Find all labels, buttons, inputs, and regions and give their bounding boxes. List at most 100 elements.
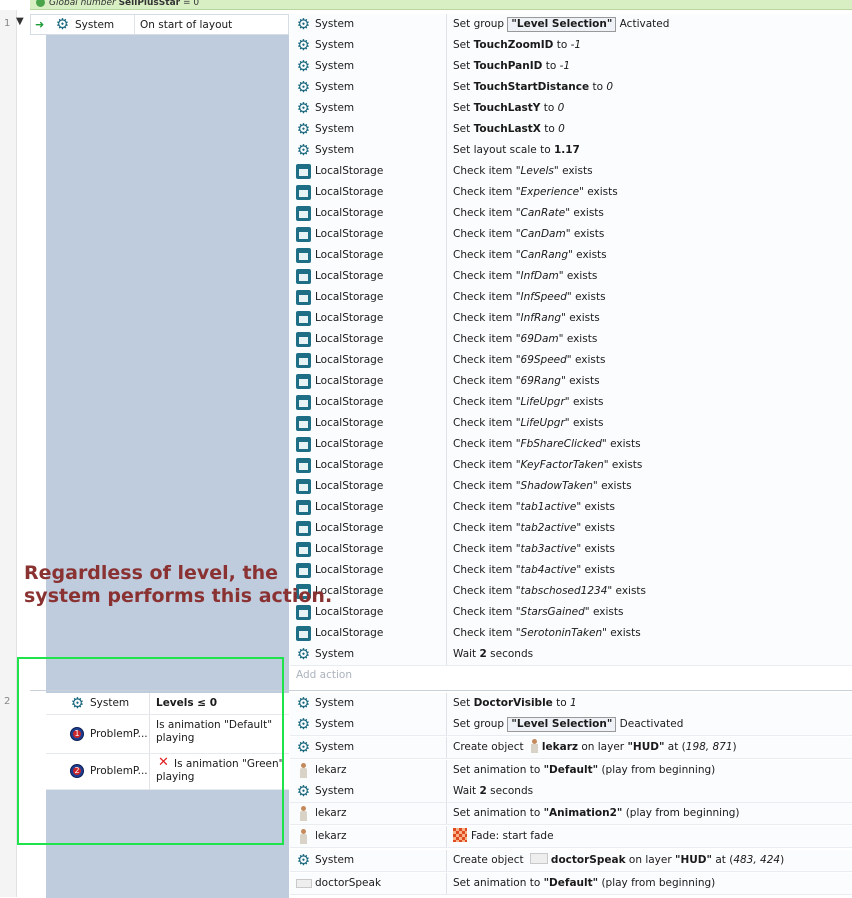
action-object: LocalStorage [315, 417, 384, 429]
action-row[interactable]: ⚙ System Set group "Level Selection" Activ… [290, 14, 852, 36]
action-row[interactable]: ⚙ System Set TouchLastY to 0 [290, 98, 852, 120]
action-row[interactable]: lekarz Fade: start fade [290, 826, 852, 848]
action-row[interactable]: LocalStorage Check item "Levels" exists [290, 161, 852, 183]
action-text-part: "Default" [543, 764, 599, 776]
action-row[interactable]: LocalStorage Check item "69Speed" exists [290, 350, 852, 372]
action-text-part: exists [608, 459, 643, 471]
action-object-cell: LocalStorage [290, 287, 447, 308]
action-text-part: on layer [625, 854, 675, 866]
condition-row[interactable]: ⚙ System Levels ≤ 0 [46, 693, 289, 715]
action-row[interactable]: LocalStorage Check item "InfDam" exists [290, 266, 852, 288]
localstorage-icon [296, 206, 311, 221]
action-row[interactable]: ⚙ System Set TouchStartDistance to 0 [290, 77, 852, 99]
action-row[interactable]: ⚙ System Wait 2 seconds [290, 644, 852, 666]
action-object-cell: lekarz [290, 760, 447, 781]
action-row[interactable]: ⚙ System Create object lekarz on layer "HU… [290, 737, 852, 759]
action-row[interactable]: LocalStorage Check item "69Rang" exists [290, 371, 852, 393]
global-variable-name: SellPlusStar [118, 0, 181, 8]
condition-object: ProblemP... [90, 765, 148, 777]
action-text-part: exists [597, 480, 632, 492]
action-object-cell: ⚙ System [290, 98, 447, 119]
action-row[interactable]: LocalStorage Check item "InfRang" exists [290, 308, 852, 330]
action-row[interactable]: ⚙ System Create object doctorSpeak on laye… [290, 850, 852, 872]
action-row[interactable]: LocalStorage Check item "tab2active" exis… [290, 518, 852, 540]
action-text-part: exists [583, 186, 618, 198]
gear-icon: ⚙ [296, 57, 311, 75]
action-row[interactable]: ⚙ System Set TouchLastX to 0 [290, 119, 852, 141]
event-1[interactable]: ➜ ⚙ System On start of layout ⚙ System Set… [30, 14, 852, 690]
condition-row[interactable]: 2 ProblemP... ✕ Is animation "Green" pla… [46, 754, 289, 790]
action-text-part: Check item [453, 417, 516, 429]
action-row[interactable]: LocalStorage Check item "CanDam" exists [290, 224, 852, 246]
global-variable-prefix: Global number [49, 0, 116, 8]
action-description: Check item "InfDam" exists [453, 266, 597, 287]
event-2[interactable]: ⚙ System Levels ≤ 0 1 ProblemP... Is ani… [30, 690, 852, 898]
action-row[interactable]: lekarz Set animation to "Default" (play f… [290, 760, 852, 782]
action-text-part: 0 [606, 81, 614, 93]
condition-row[interactable]: ➜ ⚙ System On start of layout [30, 14, 289, 35]
action-description: Set animation to "Animation2" (play from… [453, 803, 740, 824]
event-1-condition-area[interactable] [46, 35, 289, 690]
action-row[interactable]: LocalStorage Check item "InfSpeed" exists [290, 287, 852, 309]
global-variable-bar[interactable]: Global number SellPlusStar = 0 [30, 0, 852, 10]
event-2-actions[interactable]: ⚙ System Set DoctorVisible to 1 ⚙ System Set … [290, 693, 852, 898]
action-row[interactable]: LocalStorage Check item "KeyFactorTaken" … [290, 455, 852, 477]
action-row[interactable]: ⚙ System Set group "Level Selection" Deact… [290, 714, 852, 736]
action-text-part: Check item [453, 186, 516, 198]
condition-text: On start of layout [140, 19, 233, 31]
action-row[interactable]: LocalStorage Check item "LifeUpgr" exists [290, 413, 852, 435]
action-row[interactable]: LocalStorage Check item "ShadowTaken" exi… [290, 476, 852, 498]
action-text-part: TouchLastY [473, 102, 541, 114]
action-row[interactable]: ⚙ System Set layout scale to 1.17 [290, 140, 852, 162]
action-row[interactable]: LocalStorage Check item "tab1active" exis… [290, 497, 852, 519]
action-text-part: ) [732, 741, 737, 753]
condition-text: Is animation "Default" playing [156, 719, 273, 744]
action-text-part: -1 [570, 39, 582, 51]
action-row[interactable]: LocalStorage Check item "StarsGained" exi… [290, 602, 852, 624]
action-text-part: exists [565, 375, 600, 387]
localstorage-icon [296, 458, 311, 473]
annotation-text: Regardless of level, the system performs… [24, 562, 333, 607]
action-object-cell: LocalStorage [290, 539, 447, 560]
action-row[interactable]: ⚙ System Set TouchZoomID to -1 [290, 35, 852, 57]
action-text-part: exists [570, 207, 604, 219]
action-description: Check item "FbShareClicked" exists [453, 434, 641, 455]
action-row[interactable]: ⚙ System Wait 2 seconds [290, 781, 852, 803]
action-row[interactable]: lekarz Set animation to "Animation2" (pla… [290, 803, 852, 825]
action-row[interactable]: ⚙ System Set DoctorVisible to 1 [290, 693, 852, 715]
action-row[interactable]: LocalStorage Check item "FbShareClicked" … [290, 434, 852, 456]
action-row[interactable]: LocalStorage Check item "tab4active" exis… [290, 560, 852, 582]
collapse-toggle-icon[interactable]: ▼ [16, 16, 24, 27]
action-row[interactable]: LocalStorage Check item "tabschosed1234" … [290, 581, 852, 603]
add-action-row[interactable]: Add action [290, 665, 852, 686]
add-action-link[interactable]: Add action [296, 669, 352, 681]
action-row[interactable]: doctorSpeak Set animation to "Default" (p… [290, 873, 852, 895]
action-text-part: Check item [453, 228, 516, 240]
sprite-icon [296, 879, 312, 888]
action-row[interactable]: LocalStorage Check item "LifeUpgr" exists [290, 392, 852, 414]
action-row[interactable]: LocalStorage Check item "69Dam" exists [290, 329, 852, 351]
action-description: Check item "69Dam" exists [453, 329, 597, 350]
action-row[interactable]: LocalStorage Check item "SerotoninTaken" … [290, 623, 852, 645]
event-1-actions[interactable]: ⚙ System Set group "Level Selection" Activ… [290, 14, 852, 690]
action-text-part: Check item [453, 438, 516, 450]
action-text-part: "Animation2" [543, 807, 623, 819]
action-row[interactable]: LocalStorage Check item "tab3active" exis… [290, 539, 852, 561]
action-object-cell: ⚙ System [290, 693, 447, 714]
action-row[interactable]: LocalStorage Check item "CanRang" exists [290, 245, 852, 267]
condition-object: System [75, 19, 115, 31]
action-row[interactable]: LocalStorage Check item "CanRate" exists [290, 203, 852, 225]
action-object: LocalStorage [315, 186, 384, 198]
action-text-part: TouchLastX [473, 123, 541, 135]
action-row[interactable]: ⚙ System Set TouchPanID to -1 [290, 56, 852, 78]
action-text-part: exists [606, 627, 641, 639]
action-row[interactable]: LocalStorage Check item "Experience" exis… [290, 182, 852, 204]
action-object-cell: LocalStorage [290, 602, 447, 623]
action-text-part: to [540, 123, 559, 135]
localstorage-icon [296, 185, 311, 200]
action-text-part: (play from beginning) [622, 807, 740, 819]
condition-row[interactable]: 1 ProblemP... Is animation "Default" pla… [46, 715, 289, 754]
action-description: Check item "Levels" exists [453, 161, 593, 182]
action-object: System [315, 854, 355, 866]
action-text-part: "InfRang" [515, 312, 566, 324]
